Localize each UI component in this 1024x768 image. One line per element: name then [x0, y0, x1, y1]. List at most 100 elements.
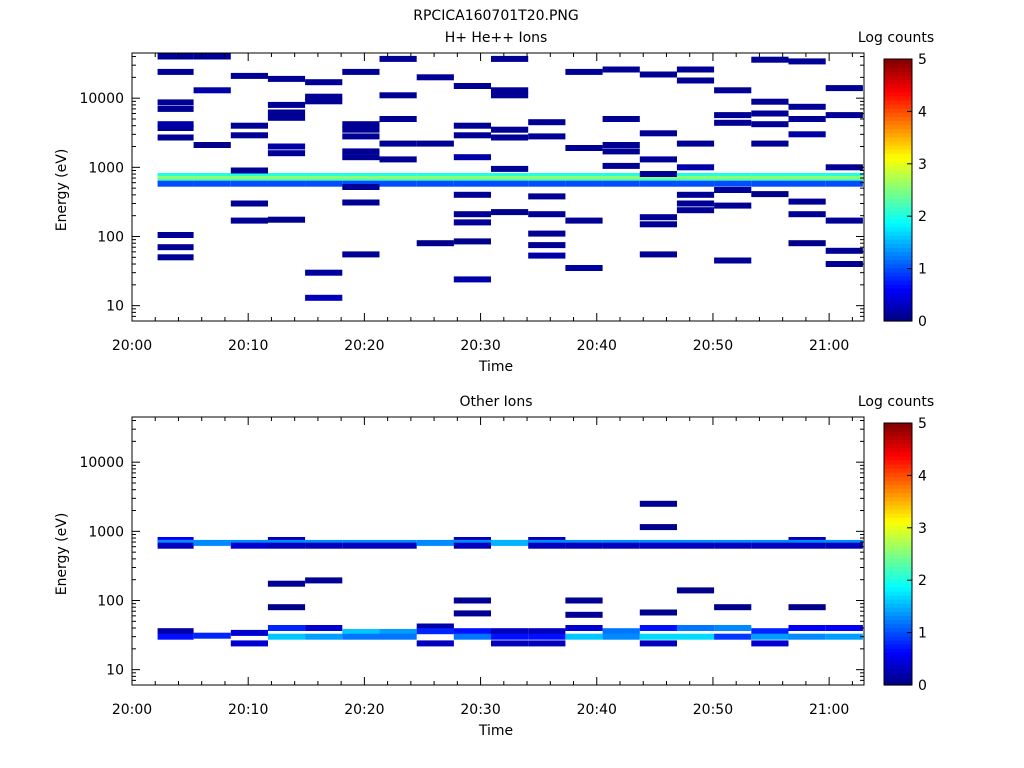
y-tick-label: 100	[97, 229, 124, 245]
heatmap-cell	[676, 625, 715, 631]
heatmap-cell	[157, 542, 194, 549]
heatmap-cell	[676, 587, 715, 594]
colorbar-tick-label: 3	[918, 521, 927, 537]
heatmap-cell	[714, 625, 752, 631]
heatmap-cell	[751, 98, 789, 105]
heatmap-cell	[157, 180, 194, 187]
colorbar-tick-label: 1	[918, 262, 927, 278]
colorbar-segment	[884, 619, 912, 625]
colorbar-frame	[883, 422, 913, 686]
colorbar-segment	[884, 447, 912, 453]
heatmap-cell	[342, 184, 380, 190]
heatmap-cell	[825, 164, 863, 171]
colorbar-segment	[884, 108, 912, 113]
heatmap-cell	[230, 629, 268, 636]
heatmap-cell	[825, 217, 863, 224]
heatmap-cell	[639, 640, 677, 647]
colorbar-segment	[884, 582, 912, 588]
heatmap-cell	[676, 164, 715, 171]
heatmap-cell	[379, 116, 417, 122]
colorbar-segment	[884, 59, 912, 64]
colorbar-segment	[884, 435, 912, 440]
heatmap-cell	[379, 55, 417, 62]
x-tick-label: 21:00	[809, 702, 849, 718]
heatmap-cell	[751, 140, 789, 147]
heatmap-cell	[528, 211, 566, 218]
heatmap-cell	[305, 93, 343, 100]
colorbar-segment	[884, 95, 912, 101]
heatmap-cell	[565, 611, 603, 618]
colorbar-segment	[884, 554, 912, 559]
heatmap-cell	[714, 187, 752, 193]
heatmap-cell	[193, 87, 231, 94]
heatmap-cell	[565, 597, 603, 604]
heatmap-cell	[491, 165, 529, 172]
colorbar-segment	[884, 500, 912, 506]
heatmap-cell	[267, 75, 306, 82]
colorbar-segment	[884, 562, 912, 567]
heatmap-cell	[157, 121, 194, 128]
heatmap-cell	[565, 217, 603, 224]
colorbar-segment	[884, 611, 912, 616]
colorbar-label: Log counts	[858, 394, 934, 410]
colorbar-segment	[884, 71, 912, 76]
heatmap-cell	[825, 112, 863, 119]
heatmap-cell	[714, 202, 752, 209]
colorbar-segment	[884, 484, 912, 490]
colorbar-segment	[884, 149, 912, 154]
colorbar-segment	[884, 480, 912, 485]
heatmap-cell	[193, 632, 231, 639]
heatmap-cell	[342, 133, 380, 140]
heatmap-cells	[157, 53, 863, 301]
heatmap-cell	[528, 542, 566, 549]
colorbar-segment	[884, 210, 912, 216]
colorbar-segment	[884, 124, 912, 130]
heatmap-cell	[267, 101, 306, 108]
heatmap-cell	[602, 66, 640, 73]
heatmap-cell	[453, 122, 491, 129]
figure-title: RPCICA160701T20.PNG	[413, 8, 578, 24]
heatmap-cell	[491, 134, 529, 141]
x-ticks: 20:00 20:10 20:20 20:30 20:40 20:50 21:00	[112, 417, 853, 718]
heatmap-cell	[157, 628, 194, 635]
heatmap-cell	[157, 68, 194, 75]
colorbar-segment	[884, 308, 912, 314]
colorbar-segment	[884, 574, 912, 580]
heatmap-cell	[825, 180, 863, 187]
heatmap-cell	[751, 191, 789, 198]
heatmap-cell	[714, 119, 752, 126]
heatmap-cell	[639, 130, 677, 137]
heatmap-cell	[305, 79, 343, 86]
colorbar-segment	[884, 508, 912, 514]
heatmap-cell	[602, 162, 640, 169]
colorbar-segment	[884, 427, 912, 432]
colorbar-segment	[884, 537, 912, 543]
colorbar-segment	[884, 161, 912, 167]
colorbar-segment	[884, 275, 912, 281]
colorbar-segment	[884, 423, 912, 428]
heatmap-cell	[788, 131, 826, 138]
colorbar-segment	[884, 644, 912, 649]
heatmap-cell	[453, 180, 491, 187]
colorbar-segment	[884, 247, 912, 252]
heatmap-cell	[751, 110, 789, 117]
heatmap-cell	[453, 191, 491, 198]
x-tick-label: 21:00	[809, 338, 849, 354]
heatmap-cell	[528, 633, 566, 640]
heatmap-cell	[714, 633, 752, 640]
colorbar-segment	[884, 239, 912, 244]
heatmap-cell	[714, 604, 752, 611]
plot-frame	[131, 52, 865, 322]
heatmap-cell	[305, 577, 343, 584]
colorbar-segment	[884, 504, 912, 510]
heatmap-cell	[528, 193, 566, 200]
colorbar-segment	[884, 476, 912, 481]
colorbar-segment	[884, 198, 912, 203]
colorbar-segment	[884, 652, 912, 657]
colorbar-segment	[884, 284, 912, 289]
colorbar-segment	[884, 459, 912, 465]
heatmap-cell	[416, 539, 454, 546]
heatmap-cell	[491, 180, 529, 187]
heatmap-cell	[230, 217, 268, 224]
heatmap-cell	[491, 628, 529, 635]
